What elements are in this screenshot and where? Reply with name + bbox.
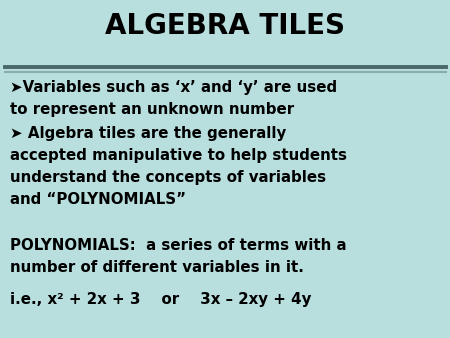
Text: accepted manipulative to help students: accepted manipulative to help students <box>10 148 347 163</box>
Text: understand the concepts of variables: understand the concepts of variables <box>10 170 326 185</box>
Text: to represent an unknown number: to represent an unknown number <box>10 102 294 117</box>
Text: POLYNOMIALS:  a series of terms with a: POLYNOMIALS: a series of terms with a <box>10 238 346 253</box>
Text: and “POLYNOMIALS”: and “POLYNOMIALS” <box>10 192 186 207</box>
Text: ➤Variables such as ‘x’ and ‘y’ are used: ➤Variables such as ‘x’ and ‘y’ are used <box>10 80 337 95</box>
Text: ➤ Algebra tiles are the generally: ➤ Algebra tiles are the generally <box>10 126 286 141</box>
Text: number of different variables in it.: number of different variables in it. <box>10 260 304 275</box>
Text: i.e., x² + 2x + 3    or    3x – 2xy + 4y: i.e., x² + 2x + 3 or 3x – 2xy + 4y <box>10 292 311 307</box>
Text: ALGEBRA TILES: ALGEBRA TILES <box>105 12 345 40</box>
